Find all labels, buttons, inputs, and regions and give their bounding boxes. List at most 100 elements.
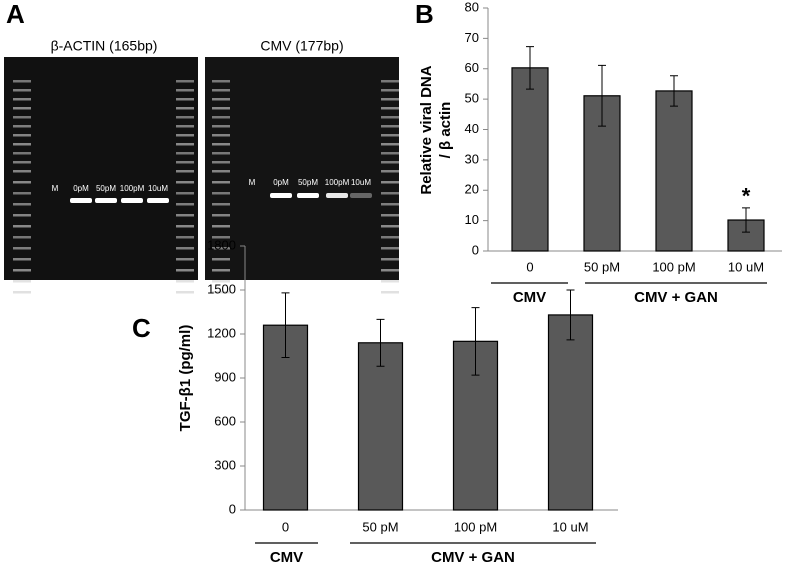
dna-band <box>147 198 169 203</box>
ladder-band <box>381 80 399 83</box>
ladder-band <box>212 89 230 92</box>
dna-band <box>95 198 117 203</box>
y-tick-label: 1200 <box>207 325 236 340</box>
bar <box>655 90 693 252</box>
lane-label: 100pM <box>325 178 350 187</box>
ladder-band <box>13 247 31 250</box>
gel-title: CMV (177bp) <box>260 38 343 54</box>
ladder-band <box>13 89 31 92</box>
lane-label: 50pM <box>298 178 318 187</box>
bar <box>357 342 404 511</box>
bar <box>511 67 549 252</box>
y-tick-label: 1800 <box>207 237 236 252</box>
ladder-band <box>212 247 230 250</box>
ladder-band <box>176 236 194 239</box>
ladder-band <box>13 125 31 128</box>
bar <box>547 314 594 511</box>
ladder-band <box>381 161 399 164</box>
ladder-band <box>176 225 194 228</box>
ladder-band <box>381 181 399 184</box>
y-tick-label: 50 <box>465 91 479 106</box>
ladder-band <box>13 161 31 164</box>
error-bar <box>566 289 575 341</box>
ladder-band <box>381 236 399 239</box>
ladder-band <box>381 192 399 195</box>
ladder-band <box>381 107 399 110</box>
ladder-band <box>212 107 230 110</box>
ladder-band <box>13 98 31 101</box>
ladder-band <box>176 98 194 101</box>
ladder-band <box>381 291 399 294</box>
panel-label: C <box>132 313 151 343</box>
ladder-band <box>13 203 31 206</box>
x-tick-label: 100 pM <box>454 519 497 534</box>
dna-band <box>270 193 292 198</box>
ladder-band <box>381 98 399 101</box>
lane-label: 100pM <box>120 184 145 193</box>
ladder-band <box>13 269 31 272</box>
ladder-band <box>176 181 194 184</box>
ladder-band <box>13 116 31 119</box>
x-tick-label: 10 uM <box>552 519 588 534</box>
ladder-band <box>381 247 399 250</box>
ladder-band <box>13 143 31 146</box>
x-tick-label: 50 pM <box>584 259 620 274</box>
y-axis-label: Relative viral DNA <box>418 65 435 194</box>
ladder-band <box>176 134 194 137</box>
group-label: CMV + GAN <box>431 549 515 566</box>
ladder-band <box>176 258 194 261</box>
y-tick-label: 0 <box>472 242 479 257</box>
ladder-band <box>212 280 230 283</box>
ladder-band <box>176 192 194 195</box>
ladder-band <box>13 170 31 173</box>
ladder-band <box>212 161 230 164</box>
ladder-band <box>381 134 399 137</box>
panel-label: B <box>415 0 434 29</box>
panel-label: A <box>6 0 25 29</box>
ladder-band <box>176 152 194 155</box>
ladder-band <box>381 225 399 228</box>
ladder-band <box>13 258 31 261</box>
ladder-band <box>212 134 230 137</box>
ladder-band <box>176 80 194 83</box>
ladder-band <box>13 214 31 217</box>
ladder-band <box>13 291 31 294</box>
ladder-band <box>13 107 31 110</box>
ladder-band <box>13 236 31 239</box>
ladder-band <box>381 269 399 272</box>
ladder-band <box>212 143 230 146</box>
x-tick-label: 50 pM <box>362 519 398 534</box>
ladder-band <box>381 280 399 283</box>
ladder-band <box>13 134 31 137</box>
ladder-band <box>212 98 230 101</box>
error-bar <box>526 46 534 90</box>
error-bar <box>670 75 678 107</box>
lane-label: M <box>249 178 256 187</box>
ladder-band <box>212 214 230 217</box>
annotation: * <box>742 184 751 209</box>
lane-label: 10uM <box>351 178 371 187</box>
y-tick-label: 900 <box>214 369 236 384</box>
ladder-band <box>176 107 194 110</box>
ladder-band <box>381 170 399 173</box>
ladder-band <box>381 258 399 261</box>
error-bar <box>376 318 385 367</box>
ladder-band <box>13 192 31 195</box>
ladder-band <box>381 89 399 92</box>
y-axis-label: TGF-β1 (pg/ml) <box>177 325 194 432</box>
ladder-band <box>212 225 230 228</box>
ladder-band <box>13 181 31 184</box>
ladder-band <box>381 116 399 119</box>
group-label: CMV <box>270 549 303 566</box>
ladder-band <box>212 203 230 206</box>
dna-band <box>121 198 143 203</box>
y-tick-label: 20 <box>465 182 479 197</box>
x-tick-label: 10 uM <box>728 259 764 274</box>
lane-label: M <box>52 184 59 193</box>
ladder-band <box>381 203 399 206</box>
ladder-band <box>381 214 399 217</box>
lane-label: 0pM <box>73 184 89 193</box>
dna-band <box>297 193 319 198</box>
group-label: CMV <box>513 289 546 306</box>
ladder-band <box>212 116 230 119</box>
